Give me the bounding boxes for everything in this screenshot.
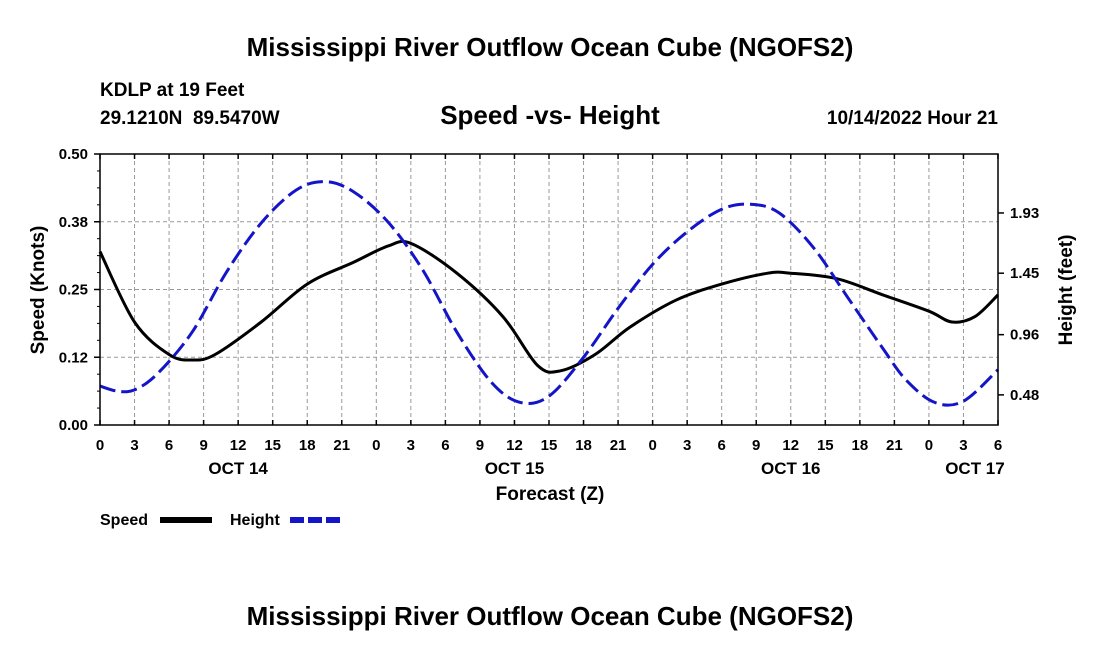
x-axis-label: Forecast (Z) [496,484,605,505]
footer-title: Mississippi River Outflow Ocean Cube (NG… [247,601,854,631]
x-tick-label: 18 [575,437,592,454]
x-tick-label: 6 [718,437,726,454]
right-tick-label: 1.45 [1010,265,1039,282]
x-tick-label: 3 [959,437,967,454]
x-tick-label: 15 [817,437,834,454]
x-tick-label: 0 [648,437,656,454]
day-label: OCT 16 [761,459,821,478]
x-tick-label: 0 [96,437,104,454]
x-tick-label: 3 [683,437,691,454]
left-tick-label: 0.50 [59,146,88,163]
x-tick-label: 21 [886,437,903,454]
x-tick-label: 9 [752,437,760,454]
x-tick-label: 3 [407,437,415,454]
y-axis-label-left: Speed (Knots) [28,226,49,355]
series-line-height [99,180,1000,407]
right-tick-label: 0.48 [1010,387,1039,404]
y-axis-label-right: Height (feet) [1056,235,1077,346]
x-tick-label: 0 [372,437,380,454]
forecast-datetime: 10/14/2022 Hour 21 [827,108,999,129]
legend: Speed Height [100,512,342,529]
chart-subtitle: Speed -vs- Height [440,100,660,130]
x-tick-label: 15 [264,437,281,454]
right-tick-label: 0.96 [1010,327,1039,344]
x-tick-label: 15 [541,437,558,454]
x-tick-label: 6 [165,437,173,454]
tick-labels: 0 3 6 9 12 15 18 21 0 3 6 9 12 15 18 21 0 3 6 9 12 15 18 21 0 3 6 O… [59,146,1039,478]
x-tick-label: 3 [130,437,138,454]
day-label: OCT 14 [208,459,268,478]
left-tick-label: 0.00 [59,417,88,434]
left-tick-label: 0.25 [59,282,88,299]
left-tick-label: 0.12 [59,349,88,366]
x-tick-label: 9 [476,437,484,454]
coordinates-label: 29.1210N 89.5470W [100,108,280,129]
plot-frame [99,153,999,426]
station-label: KDLP at 19 Feet [100,80,245,101]
x-tick-label: 6 [994,437,1002,454]
series-line-speed [98,239,1000,374]
day-label: OCT 15 [485,459,545,478]
series-layer [98,180,1000,407]
x-tick-label: 9 [199,437,207,454]
x-tick-label: 21 [610,437,627,454]
x-tick-label: 12 [506,437,523,454]
day-label: OCT 17 [945,459,1005,478]
grid-lines [100,154,998,425]
x-tick-label: 18 [299,437,316,454]
axes-layer [94,153,1004,426]
legend-label-height: Height [230,512,280,529]
x-tick-label: 0 [925,437,933,454]
x-tick-label: 12 [230,437,247,454]
left-tick-label: 0.38 [59,214,88,231]
x-tick-label: 18 [852,437,869,454]
right-tick-label: 1.93 [1010,205,1039,222]
chart-title: Mississippi River Outflow Ocean Cube (NG… [247,32,854,62]
x-tick-label: 12 [782,437,799,454]
x-tick-label: 6 [441,437,449,454]
x-tick-label: 21 [333,437,350,454]
legend-label-speed: Speed [100,512,148,529]
